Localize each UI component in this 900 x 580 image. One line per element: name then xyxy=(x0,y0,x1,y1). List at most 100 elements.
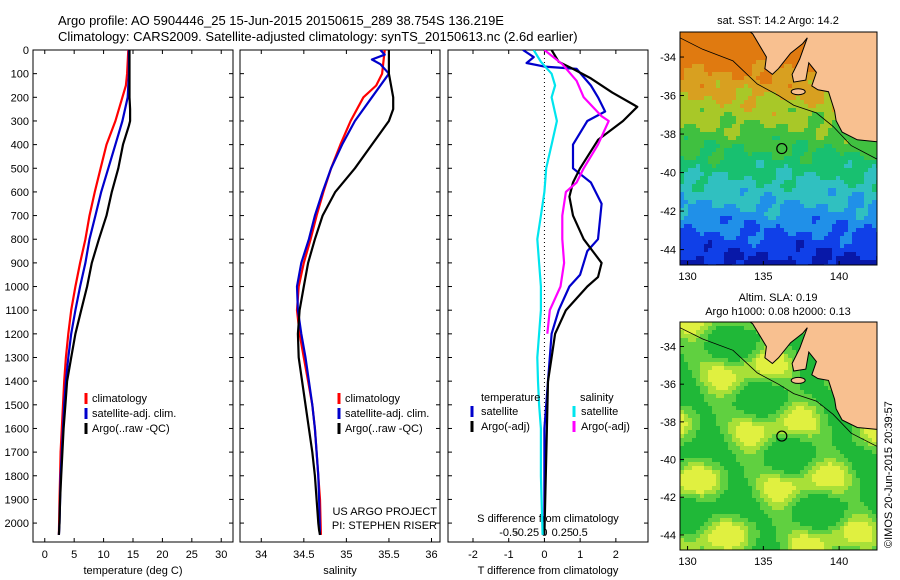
sst-map: -34 -36 -38 -40 -42 -44 130 135 140 xyxy=(660,31,878,283)
y-tick-label: 1000 xyxy=(5,282,29,294)
x-tick-label: 1 xyxy=(577,549,583,561)
y-tick-label: 0 xyxy=(23,45,29,57)
pi-annotation: PI: STEPHEN RISER xyxy=(332,520,437,532)
shelf-contour xyxy=(680,327,877,447)
plot-frame xyxy=(32,49,234,543)
legend-label: climatology xyxy=(345,393,401,405)
y-tick-label: 1800 xyxy=(5,471,29,483)
map-y-tick-label: -42 xyxy=(660,206,676,218)
series-line-satellite xyxy=(532,50,559,535)
series-line-argo-raw-qc- xyxy=(57,50,132,535)
y-tick-label: 300 xyxy=(11,116,29,128)
x-axis-label: salinity xyxy=(323,565,357,577)
legend-label: satellite-adj. clim. xyxy=(345,408,429,420)
x-tick-label: -1 xyxy=(504,549,514,561)
legend-label: Argo(..raw -QC) xyxy=(92,423,170,435)
legend-label: satellite-adj. clim. xyxy=(92,408,176,420)
top-tick-label: -0.5 xyxy=(499,527,518,539)
series-line-argo-adj- xyxy=(543,50,610,334)
profile-panel-1: 0100200300400500600700800900100011001200… xyxy=(5,45,234,577)
sla-map-caption: Altim. SLA: 0.19 xyxy=(738,292,818,304)
x-tick-label: 2 xyxy=(613,549,619,561)
legend-label: Argo(-adj) xyxy=(481,421,530,433)
sla-map-caption-argo: Argo h1000: 0.08 h2000: 0.13 xyxy=(705,306,851,318)
top-tick-label: 0.5 xyxy=(572,527,587,539)
map-y-tick-label: -40 xyxy=(660,168,676,180)
map-x-tick-label: 140 xyxy=(830,556,848,568)
x-axis-label: T difference from climatology xyxy=(478,565,619,577)
map-y-tick-label: -44 xyxy=(660,245,676,257)
shelf-contour xyxy=(680,37,877,160)
x-tick-label: 20 xyxy=(156,549,168,561)
y-tick-label: 1600 xyxy=(5,423,29,435)
legend-label: satellite xyxy=(581,406,618,418)
x-tick-label: -2 xyxy=(468,549,478,561)
map-y-tick-label: -38 xyxy=(660,417,676,429)
map-y-tick-label: -42 xyxy=(660,492,676,504)
sst-map-caption: sat. SST: 14.2 Argo: 14.2 xyxy=(717,15,839,27)
profile-panel-2: 34 34.5 35 35.5 36 salinity climatology satelli… xyxy=(239,49,441,577)
series-line-argo-adj- xyxy=(543,50,639,535)
map-x-tick-label: 130 xyxy=(678,271,696,283)
plot-frame xyxy=(239,49,441,543)
x-tick-label: 34.5 xyxy=(293,549,314,561)
x-tick-label: 10 xyxy=(97,549,109,561)
climatology-subtitle: Climatology: CARS2009. Satellite-adjuste… xyxy=(58,29,578,44)
legend-label: satellite xyxy=(481,406,518,418)
x-tick-label: 30 xyxy=(215,549,227,561)
map-y-tick-label: -36 xyxy=(660,379,676,391)
series-group xyxy=(57,50,132,535)
y-tick-label: 1200 xyxy=(5,329,29,341)
map-field xyxy=(680,322,877,550)
map-field xyxy=(680,32,877,265)
series-group xyxy=(522,50,639,535)
y-tick-label: 200 xyxy=(11,92,29,104)
land-mass xyxy=(749,322,877,430)
argo-position-marker xyxy=(776,142,788,155)
top-tick-label: 0.25 xyxy=(552,527,573,539)
profile-panel-3: -2 -1 0 1 2 T difference from climatology -0.5… xyxy=(447,49,649,577)
x-tick-label: 35 xyxy=(340,549,352,561)
y-tick-label: 900 xyxy=(11,258,29,270)
series-group xyxy=(295,50,395,536)
profile-title: Argo profile: AO 5904446_25 15-Jun-2015 … xyxy=(58,13,504,28)
map-y-tick-label: -34 xyxy=(660,341,676,353)
y-tick-label: 500 xyxy=(11,163,29,175)
legend-title-temperature: temperature xyxy=(481,392,540,404)
y-tick-label: 400 xyxy=(11,140,29,152)
x-tick-label: 34 xyxy=(255,549,267,561)
plot-frame xyxy=(447,49,649,543)
series-line-satellite xyxy=(522,50,607,535)
map-y-tick-label: -36 xyxy=(660,91,676,103)
map-y-tick-label: -38 xyxy=(660,129,676,141)
y-tick-label: 1500 xyxy=(5,400,29,412)
imos-credit: ©IMOS 20-Jun-2015 20:39:57 xyxy=(883,401,895,548)
map-x-tick-label: 130 xyxy=(678,556,696,568)
island xyxy=(790,88,806,96)
map-y-tick-label: -44 xyxy=(660,530,676,542)
legend-title-salinity: salinity xyxy=(580,392,614,404)
project-annotation: US ARGO PROJECT xyxy=(332,506,437,518)
y-tick-label: 1100 xyxy=(5,305,29,317)
x-tick-label: 0 xyxy=(541,549,547,561)
top-axis-label: S difference from climatology xyxy=(477,513,619,525)
map-frame xyxy=(679,31,878,266)
legend-label: Argo(..raw -QC) xyxy=(345,423,423,435)
y-tick-label: 1700 xyxy=(5,447,29,459)
top-tick-label: -0.25 xyxy=(514,527,539,539)
map-x-tick-label: 135 xyxy=(754,271,772,283)
x-tick-label: 0 xyxy=(42,549,48,561)
map-x-tick-label: 135 xyxy=(754,556,772,568)
land-mass xyxy=(749,32,877,143)
map-y-tick-label: -34 xyxy=(660,52,676,64)
series-line-climatology xyxy=(57,50,130,535)
legend-label: Argo(-adj) xyxy=(581,421,630,433)
y-tick-label: 800 xyxy=(11,234,29,246)
x-tick-label: 36 xyxy=(425,549,437,561)
x-axis-label: temperature (deg C) xyxy=(83,565,182,577)
legend-label: climatology xyxy=(92,393,148,405)
series-line-argo-raw-qc- xyxy=(296,50,395,536)
series-line-satellite-adj-clim- xyxy=(295,50,390,535)
y-tick-label: 1400 xyxy=(5,376,29,388)
